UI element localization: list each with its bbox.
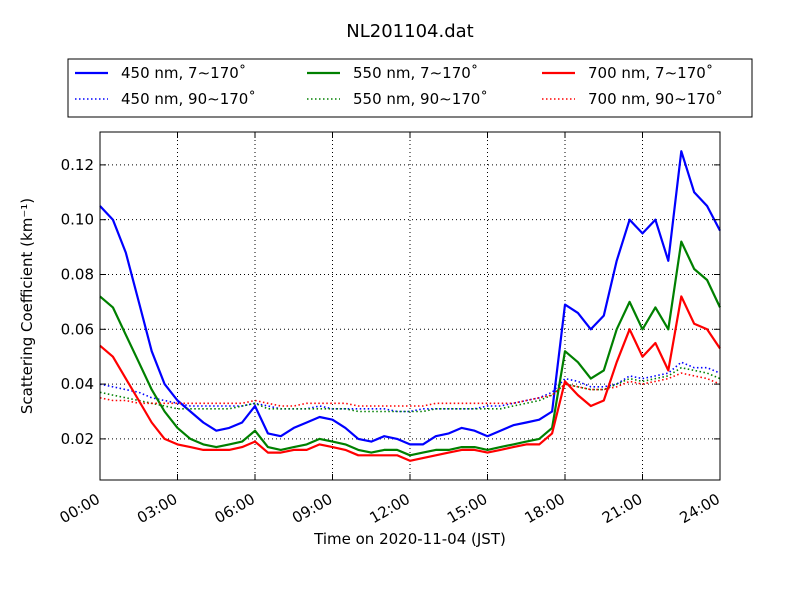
series-line-0: [99, 150, 721, 446]
legend-box: [67, 58, 753, 118]
y-axis-title: Scattering Coefficient (km⁻¹): [18, 198, 36, 414]
x-axis-title: Time on 2020-11-04 (JST): [313, 530, 506, 548]
y-tick-label: 0.08: [61, 265, 94, 283]
legend-label-3: 550 nm, 90∼170˚: [353, 90, 488, 108]
series-lines: [99, 150, 721, 462]
legend: 450 nm, 7∼170˚ 450 nm, 90∼170˚ 550 nm, 7∼1…: [67, 58, 753, 118]
series-line-4: [99, 295, 721, 462]
series-line-5: [99, 372, 721, 407]
legend-label-1: 450 nm, 90∼170˚: [121, 90, 256, 108]
plot-area: 00:00 03:00 06:00 09:00 12:00 15:00 18:00 21:00…: [57, 131, 723, 527]
chart-title: NL201104.dat: [346, 21, 473, 42]
y-tick-label: 0.06: [61, 320, 94, 338]
legend-label-5: 700 nm, 90∼170˚: [588, 90, 723, 108]
y-tick-label: 0.10: [61, 211, 94, 229]
legend-label-4: 700 nm, 7∼170˚: [588, 64, 713, 82]
legend-label-0: 450 nm, 7∼170˚: [121, 64, 246, 82]
legend-label-2: 550 nm, 7∼170˚: [353, 64, 478, 82]
y-tick-label: 0.02: [61, 430, 94, 448]
series-line-2: [99, 240, 721, 457]
series-line-3: [99, 366, 721, 413]
y-tick-label: 0.04: [61, 375, 94, 393]
y-tick-label: 0.12: [61, 156, 94, 174]
